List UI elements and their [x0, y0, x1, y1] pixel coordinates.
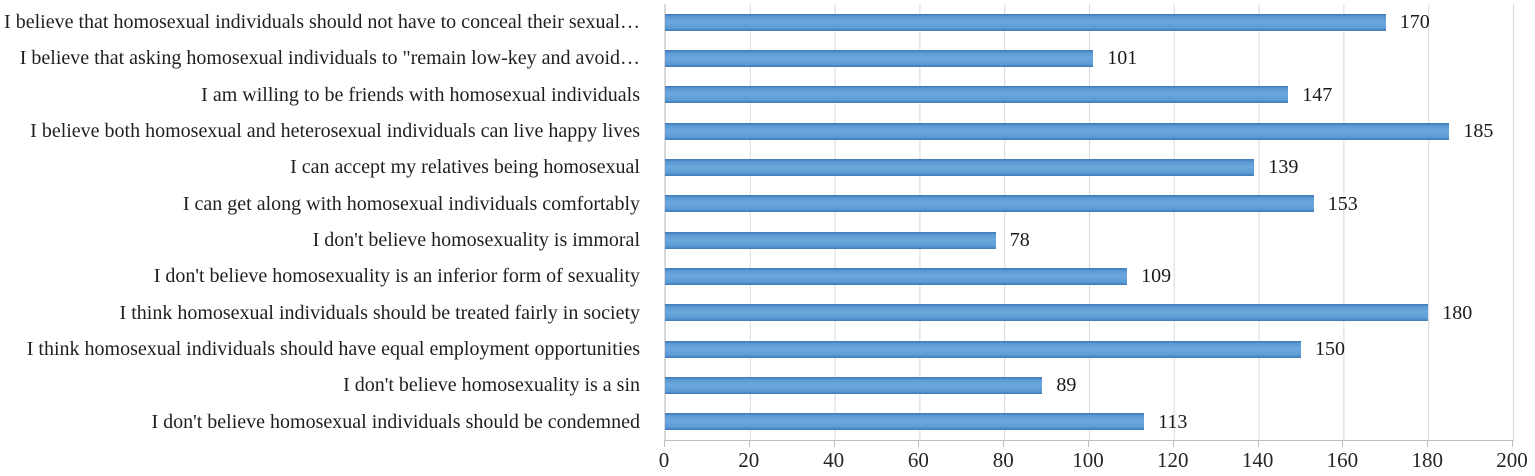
bar-row: 78 — [665, 222, 1513, 258]
category-label: I am willing to be friends with homosexu… — [201, 83, 640, 106]
bar-row: 150 — [665, 331, 1513, 367]
x-axis-tick-label: 200 — [1496, 448, 1528, 472]
category-label-cell: I can get along with homosexual individu… — [0, 186, 650, 222]
x-axis-tick-label: 180 — [1411, 448, 1443, 472]
bar-value-label: 185 — [1463, 120, 1494, 143]
x-axis-tick-label: 20 — [738, 448, 760, 472]
category-label-cell: I don't believe homosexuality is a sin — [0, 367, 650, 403]
bar — [665, 49, 1094, 67]
bar-row: 109 — [665, 258, 1513, 294]
x-axis-tick-mark — [748, 441, 750, 447]
category-label: I think homosexual individuals should ha… — [26, 338, 640, 361]
category-axis: I believe that homosexual individuals sh… — [0, 4, 650, 440]
x-axis-tick-mark — [1088, 441, 1089, 447]
category-label-cell: I can accept my relatives being homosexu… — [0, 149, 650, 185]
category-label-cell: I believe both homosexual and heterosexu… — [0, 113, 650, 149]
bar-value-label: 180 — [1442, 301, 1473, 324]
bar-value-label: 113 — [1158, 410, 1188, 433]
bar-row: 147 — [665, 77, 1513, 113]
bar-value-label: 170 — [1399, 11, 1430, 34]
category-label: I don't believe homosexuality is a sin — [343, 374, 640, 397]
x-axis-tick-label: 140 — [1241, 448, 1274, 472]
bar-row: 170 — [665, 4, 1513, 40]
bar — [665, 122, 1450, 140]
x-axis-tick-label: 100 — [1072, 448, 1104, 472]
bar-row: 139 — [665, 149, 1513, 185]
x-axis-tick-mark — [833, 441, 835, 447]
category-label: I don't believe homosexuality is immoral — [312, 229, 640, 252]
x-axis-tick-label: 0 — [658, 448, 670, 472]
category-label-cell: I don't believe homosexuality is an infe… — [0, 258, 650, 294]
bar-value-label: 89 — [1056, 374, 1077, 397]
bar — [665, 413, 1145, 431]
category-label: I can accept my relatives being homosexu… — [290, 156, 640, 179]
category-label: I believe both homosexual and heterosexu… — [30, 120, 640, 143]
category-label-cell: I think homosexual individuals should be… — [0, 295, 650, 331]
bar-value-label: 109 — [1141, 265, 1172, 288]
category-label: I don't believe homosexual individuals s… — [151, 410, 640, 433]
plot-rows: 170 101 147 185 139 153 78 109 180 150 89 113 — [665, 4, 1513, 440]
category-label-cell: I don't believe homosexuality is immoral — [0, 222, 650, 258]
bar — [665, 86, 1289, 104]
x-axis: 0 20 40 60 80 100 120 140 160 180 200 — [659, 441, 1528, 476]
category-label: I believe that asking homosexual individ… — [19, 47, 640, 70]
x-axis-tick-mark — [1257, 441, 1259, 447]
bar — [665, 376, 1043, 394]
bar — [665, 267, 1128, 285]
category-label: I don't believe homosexuality is an infe… — [153, 265, 640, 288]
bar-row: 113 — [665, 404, 1513, 440]
bar — [665, 195, 1314, 213]
bar-value-label: 153 — [1327, 192, 1358, 215]
category-label-cell: I am willing to be friends with homosexu… — [0, 77, 650, 113]
bar-value-label: 101 — [1107, 47, 1138, 70]
bar — [665, 13, 1386, 31]
x-axis-tick-mark — [1172, 441, 1174, 447]
x-axis-tick-mark — [1427, 441, 1429, 447]
x-axis-tick-label: 40 — [823, 448, 845, 472]
category-label-cell: I don't believe homosexual individuals s… — [0, 404, 650, 440]
x-axis-tick-mark — [1512, 441, 1513, 447]
category-label: I think homosexual individuals should be… — [119, 301, 640, 324]
category-label-cell: I believe that asking homosexual individ… — [0, 40, 650, 76]
x-axis-tick-mark — [664, 441, 665, 447]
bar — [665, 231, 996, 249]
bar — [665, 158, 1255, 176]
bar — [665, 340, 1301, 358]
bar-row: 180 — [665, 295, 1513, 331]
x-axis-tick-mark — [1342, 441, 1344, 447]
category-label: I can get along with homosexual individu… — [182, 192, 640, 215]
x-axis-tick-label: 120 — [1157, 448, 1189, 472]
bar-value-label: 78 — [1009, 229, 1030, 252]
x-axis-tick-label: 80 — [992, 448, 1014, 472]
bar-value-label: 139 — [1268, 156, 1299, 179]
bar-row: 101 — [665, 40, 1513, 76]
x-axis-tick-label: 160 — [1326, 448, 1359, 472]
bar — [665, 304, 1429, 322]
bar-row: 185 — [665, 113, 1513, 149]
plot-area: 170 101 147 185 139 153 78 109 180 150 89 113 — [664, 4, 1514, 441]
bar-value-label: 150 — [1315, 338, 1345, 361]
category-label-cell: I think homosexual individuals should ha… — [0, 331, 650, 367]
x-axis-tick-mark — [918, 441, 920, 447]
x-axis-tick-mark — [1003, 441, 1005, 447]
bar-row: 89 — [665, 367, 1513, 403]
bar-row: 153 — [665, 186, 1513, 222]
category-label: I believe that homosexual individuals sh… — [4, 11, 640, 34]
category-label-cell: I believe that homosexual individuals sh… — [0, 4, 650, 40]
x-axis-tick-label: 60 — [907, 448, 929, 472]
bar-value-label: 147 — [1302, 83, 1333, 106]
